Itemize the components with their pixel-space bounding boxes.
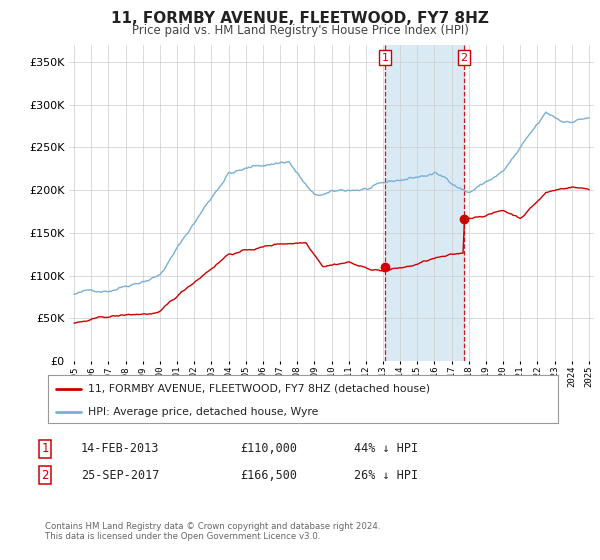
Text: 44% ↓ HPI: 44% ↓ HPI	[354, 442, 418, 455]
Text: 2: 2	[41, 469, 49, 482]
Text: 1: 1	[41, 442, 49, 455]
Text: Contains HM Land Registry data © Crown copyright and database right 2024.
This d: Contains HM Land Registry data © Crown c…	[45, 522, 380, 542]
Text: 1: 1	[382, 53, 389, 63]
Text: 14-FEB-2013: 14-FEB-2013	[81, 442, 160, 455]
Text: £166,500: £166,500	[240, 469, 297, 482]
Bar	[385, 45, 464, 361]
Text: HPI: Average price, detached house, Wyre: HPI: Average price, detached house, Wyre	[88, 407, 318, 417]
Text: Price paid vs. HM Land Registry's House Price Index (HPI): Price paid vs. HM Land Registry's House …	[131, 24, 469, 36]
Text: 26% ↓ HPI: 26% ↓ HPI	[354, 469, 418, 482]
Text: £110,000: £110,000	[240, 442, 297, 455]
Text: 25-SEP-2017: 25-SEP-2017	[81, 469, 160, 482]
Text: 11, FORMBY AVENUE, FLEETWOOD, FY7 8HZ (detached house): 11, FORMBY AVENUE, FLEETWOOD, FY7 8HZ (d…	[88, 384, 430, 394]
Text: 11, FORMBY AVENUE, FLEETWOOD, FY7 8HZ: 11, FORMBY AVENUE, FLEETWOOD, FY7 8HZ	[111, 11, 489, 26]
Text: 2: 2	[461, 53, 467, 63]
